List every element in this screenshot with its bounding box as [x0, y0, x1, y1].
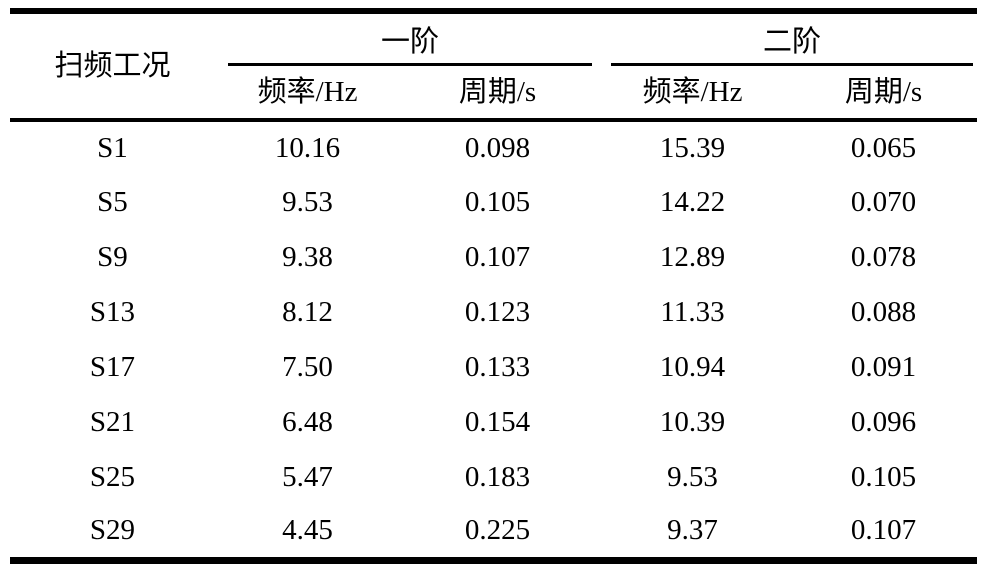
table-row: S13 8.12 0.123 11.33 0.088	[10, 285, 977, 340]
value-cell: 7.50	[282, 351, 333, 383]
value-cell: 0.096	[850, 406, 917, 438]
value-cell: 0.088	[850, 296, 917, 328]
value-cell: 0.070	[850, 186, 917, 218]
value-cell: 0.123	[464, 296, 531, 328]
condition-cell: S1	[97, 132, 128, 164]
value-cell: 9.38	[282, 241, 333, 273]
column-header-period-1: 周期/s	[400, 66, 596, 122]
table-header: 扫频工况 一阶 二阶 频率/Hz 周期/s 频率/Hz 周期/s	[10, 11, 978, 122]
table-row: S9 9.38 0.107 12.89 0.078	[10, 230, 977, 285]
group-header-first-order: 一阶	[215, 11, 595, 66]
condition-cell: S13	[89, 296, 136, 328]
condition-cell: S5	[97, 186, 128, 218]
value-cell: 9.53	[667, 461, 718, 493]
condition-cell: S21	[89, 406, 136, 438]
value-cell: 0.133	[464, 351, 531, 383]
table-row: S29 4.45 0.225 9.37 0.107	[10, 505, 977, 560]
value-cell: 11.33	[660, 296, 725, 328]
table-row: S17 7.50 0.133 10.94 0.091	[10, 340, 977, 395]
column-header-sweep-condition: 扫频工况	[10, 11, 215, 122]
table-row: S25 5.47 0.183 9.53 0.105	[10, 450, 977, 505]
value-cell: 10.16	[274, 132, 341, 164]
value-cell: 0.183	[464, 461, 531, 493]
value-cell: 10.94	[659, 351, 726, 383]
value-cell: 14.22	[659, 186, 726, 218]
condition-cell: S9	[97, 241, 128, 273]
value-cell: 0.091	[850, 351, 917, 383]
condition-cell: S17	[89, 351, 136, 383]
second-order-spanner-rule: 二阶	[611, 14, 974, 66]
column-header-frequency-2: 频率/Hz	[595, 66, 791, 122]
table-row: S1 10.16 0.098 15.39 0.065	[10, 120, 977, 175]
value-cell: 0.098	[464, 132, 531, 164]
column-header-frequency-1: 频率/Hz	[215, 66, 400, 122]
value-cell: 4.45	[282, 514, 333, 547]
first-order-spanner-rule: 一阶	[228, 14, 593, 66]
value-cell: 5.47	[282, 461, 333, 493]
table-row: S5 9.53 0.105 14.22 0.070	[10, 175, 977, 230]
value-cell: 9.53	[282, 186, 333, 218]
table-row: S21 6.48 0.154 10.39 0.096	[10, 395, 977, 450]
value-cell: 0.225	[464, 514, 531, 547]
value-cell: 10.39	[659, 406, 726, 438]
sweep-frequency-modal-table: 扫频工况 一阶 二阶 频率/Hz 周期/s 频率/Hz 周期/s	[10, 8, 978, 564]
value-cell: 0.078	[850, 241, 917, 273]
table-body: S1 10.16 0.098 15.39 0.065 S5 9.53 0.105…	[10, 120, 977, 560]
value-cell: 9.37	[667, 514, 718, 547]
group-header-second-order-label: 二阶	[763, 26, 822, 58]
value-cell: 0.105	[850, 461, 917, 493]
value-cell: 0.105	[464, 186, 531, 218]
value-cell: 0.107	[850, 514, 917, 547]
column-header-period-2: 周期/s	[790, 66, 978, 122]
value-cell: 0.065	[850, 132, 917, 164]
group-header-second-order: 二阶	[595, 11, 977, 66]
header-row-subcolumns: 频率/Hz 周期/s 频率/Hz 周期/s	[10, 66, 978, 122]
group-header-first-order-label: 一阶	[381, 26, 440, 58]
condition-cell: S29	[89, 514, 136, 547]
value-cell: 0.154	[464, 406, 531, 438]
value-cell: 6.48	[282, 406, 333, 438]
header-row-groups: 扫频工况 一阶 二阶	[10, 11, 977, 122]
value-cell: 0.107	[464, 241, 531, 273]
value-cell: 12.89	[659, 241, 726, 273]
value-cell: 15.39	[659, 132, 726, 164]
condition-cell: S25	[89, 461, 136, 493]
value-cell: 8.12	[282, 296, 333, 328]
